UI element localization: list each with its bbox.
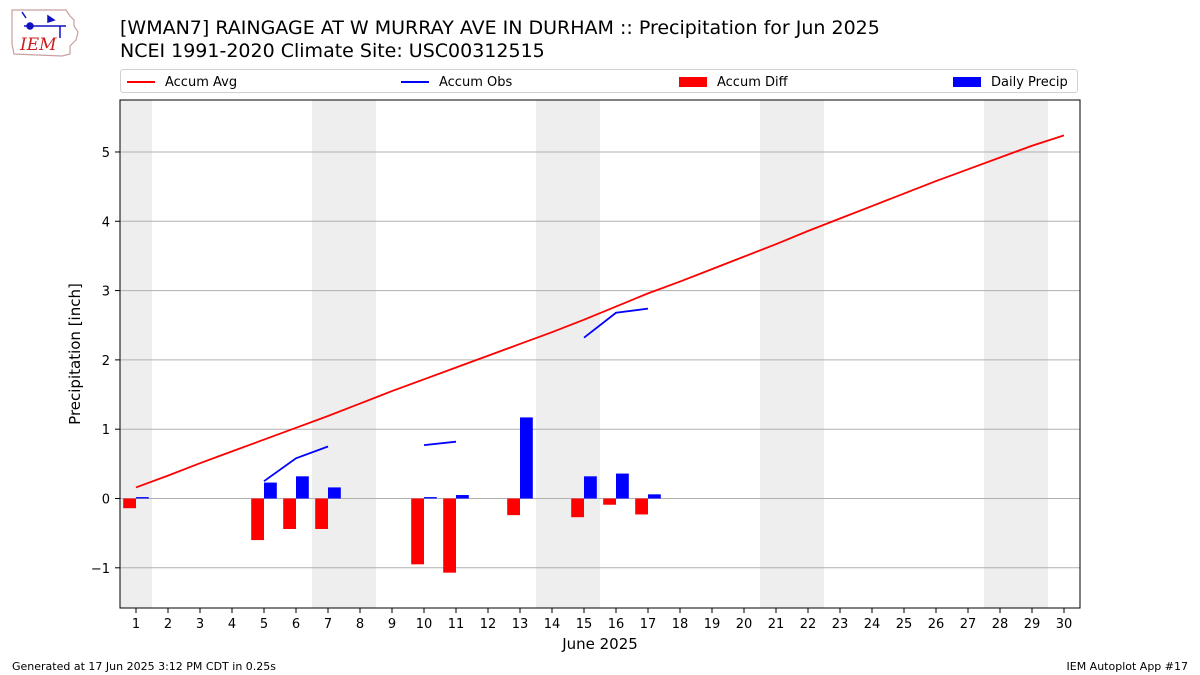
legend-swatch-daily-precip [953, 77, 981, 87]
accum-diff-bar [315, 498, 328, 529]
x-tick-label: 5 [260, 617, 268, 632]
legend-label-accum-diff: Accum Diff [717, 74, 788, 90]
weekend-band-4 [760, 100, 824, 608]
bars [123, 417, 661, 573]
daily-precip-bar [616, 473, 629, 499]
accum-diff-bar [571, 498, 584, 518]
accum-obs-line-3 [583, 307, 649, 339]
x-tick-label: 23 [832, 617, 849, 632]
x-tick-label: 7 [324, 617, 332, 632]
daily-precip-bar [136, 497, 149, 499]
accum-diff-bar [251, 498, 264, 541]
grid-lines [120, 151, 1080, 569]
daily-precip-bar [328, 487, 341, 499]
x-tick-label: 9 [388, 617, 396, 632]
accum-obs-line-2 [423, 440, 457, 447]
x-tick-label: 2 [164, 617, 172, 632]
accum-avg-line [135, 134, 1065, 489]
legend-swatch-accum-obs [401, 81, 429, 83]
weekend-band-5 [984, 100, 1048, 608]
x-tick-label: 20 [736, 617, 753, 632]
x-tick-label: 26 [928, 617, 945, 632]
plot-frame [119, 99, 1081, 609]
x-tick-label: 27 [960, 617, 977, 632]
legend-label-accum-obs: Accum Obs [439, 74, 513, 90]
iowa-outline-icon [11, 9, 79, 57]
accum-diff-bar [603, 498, 616, 505]
x-tick-label: 17 [640, 617, 657, 632]
logo-text: IEM [19, 35, 57, 55]
daily-precip-bar [456, 495, 469, 499]
x-tick-label: 25 [896, 617, 913, 632]
daily-precip-bar [648, 494, 661, 499]
iem-logo: IEM [11, 9, 79, 57]
daily-precip-bar [424, 497, 437, 499]
legend-item-accum-obs: Accum Obs [401, 73, 512, 91]
x-tick-label: 28 [992, 617, 1009, 632]
x-tick-label: 24 [864, 617, 881, 632]
x-tick-label: 12 [480, 617, 497, 632]
daily-precip-bar [584, 476, 597, 499]
x-tick-label: 6 [292, 617, 300, 632]
accum-diff-bar [443, 498, 456, 573]
accum-diff-bar [123, 498, 136, 509]
x-tick-label: 29 [1024, 617, 1041, 632]
x-tick-label: 21 [768, 617, 785, 632]
accum-diff-bar [635, 498, 648, 515]
y-tick-label: 1 [102, 423, 110, 438]
weather-station-icon [21, 11, 66, 38]
accum-diff-bar [507, 498, 520, 516]
legend-label-daily-precip: Daily Precip [991, 74, 1068, 90]
weekend-band-3 [536, 100, 600, 608]
accum-diff-bar [283, 498, 296, 529]
y-tick-label: 4 [102, 215, 110, 230]
legend-item-daily-precip: Daily Precip [953, 73, 1068, 91]
series-lines [135, 134, 1065, 489]
generated-timestamp: Generated at 17 Jun 2025 3:12 PM CDT in … [12, 660, 277, 673]
x-tick-label: 1 [132, 617, 140, 632]
x-tick-label: 8 [356, 617, 364, 632]
x-tick-label: 11 [448, 617, 465, 632]
y-tick-label: −1 [91, 562, 110, 577]
x-tick-label: 13 [512, 617, 529, 632]
legend-swatch-accum-avg [127, 81, 155, 83]
x-tick-label: 18 [672, 617, 689, 632]
legend-item-accum-diff: Accum Diff [679, 73, 788, 91]
accum-obs-line-1 [263, 445, 329, 482]
x-tick-label: 30 [1056, 617, 1073, 632]
accum-diff-bar [411, 498, 424, 565]
x-tick-label: 3 [196, 617, 204, 632]
x-tick-label: 15 [576, 617, 593, 632]
legend-label-accum-avg: Accum Avg [165, 74, 238, 90]
x-tick-label: 19 [704, 617, 721, 632]
legend-item-accum-avg: Accum Avg [127, 73, 237, 91]
y-axis-label: Precipitation [inch] [66, 283, 84, 425]
app-credit: IEM Autoplot App #17 [1066, 660, 1189, 673]
daily-precip-bar [264, 482, 277, 499]
daily-precip-bar [520, 417, 533, 499]
weekend-band-1 [120, 100, 152, 608]
y-tick-label: 0 [102, 492, 110, 507]
y-tick-label: 5 [102, 146, 110, 161]
x-tick-label: 14 [544, 617, 561, 632]
x-axis-label: June 2025 [561, 635, 638, 653]
chart-legend: Accum Avg Accum Obs Accum Diff Daily Pre… [120, 69, 1078, 93]
chart-subtitle: NCEI 1991-2020 Climate Site: USC00312515 [120, 40, 545, 62]
legend-swatch-accum-diff [679, 77, 707, 87]
chart-title: [WMAN7] RAINGAGE AT W MURRAY AVE IN DURH… [120, 17, 880, 39]
y-tick-label: 2 [102, 354, 110, 369]
daily-precip-bar [296, 476, 309, 499]
y-tick-label: 3 [102, 285, 110, 300]
x-tick-label: 22 [800, 617, 817, 632]
x-tick-label: 16 [608, 617, 625, 632]
x-tick-label: 10 [416, 617, 433, 632]
weekend-band-2 [312, 100, 376, 608]
x-tick-label: 4 [228, 617, 236, 632]
weekend-shading [120, 100, 1048, 608]
